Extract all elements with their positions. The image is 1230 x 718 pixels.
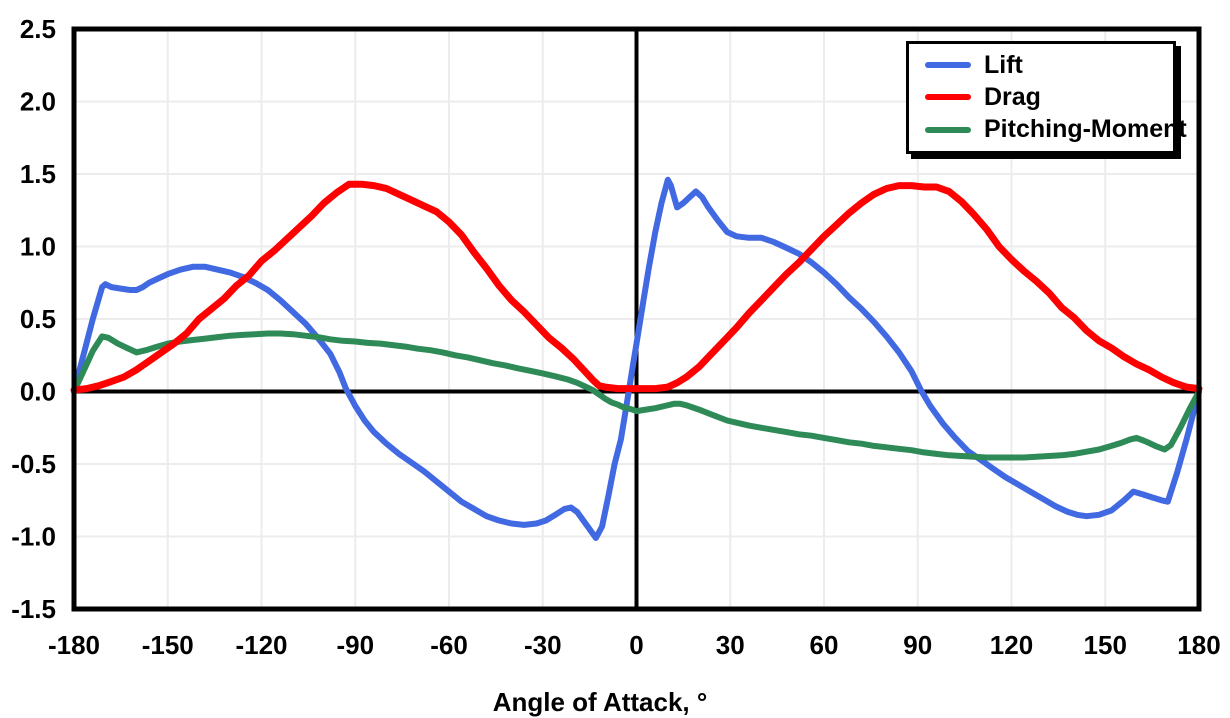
- y-tick-label: 0.0: [20, 377, 56, 407]
- y-tick-label: 2.5: [20, 14, 56, 44]
- x-tick-label: 0: [629, 630, 643, 660]
- y-tick-label: 1.0: [20, 232, 56, 262]
- legend: Lift Drag Pitching-Moment: [906, 41, 1187, 154]
- x-tick-label: -60: [430, 630, 468, 660]
- x-tick-label: -90: [336, 630, 374, 660]
- x-tick-label: 180: [1177, 630, 1220, 660]
- y-tick-label: -1.5: [11, 594, 56, 624]
- y-tick-label: -1.0: [11, 522, 56, 552]
- x-tick-label: 120: [990, 630, 1033, 660]
- x-tick-label: 90: [903, 630, 932, 660]
- y-tick-label: 0.5: [20, 304, 56, 334]
- series-line-lift: [71, 176, 1202, 541]
- legend-item-drag: Drag: [925, 81, 1173, 113]
- y-tick-label: -0.5: [11, 449, 56, 479]
- lift-line-swatch: [925, 62, 971, 69]
- x-tick-label: -30: [524, 630, 562, 660]
- legend-label-lift: Lift: [984, 50, 1023, 79]
- drag-line-swatch: [925, 94, 971, 101]
- x-tick-label: 150: [1084, 630, 1127, 660]
- y-tick-label: 1.5: [20, 159, 56, 189]
- legend-label-pitching-moment: Pitching-Moment: [984, 115, 1187, 144]
- legend-label-drag: Drag: [984, 82, 1041, 111]
- legend-item-lift: Lift: [925, 49, 1173, 81]
- x-tick-label: -150: [142, 630, 194, 660]
- y-tick-label: 2.0: [20, 87, 56, 117]
- pitching-moment-line-swatch: [925, 126, 971, 133]
- x-tick-label: -180: [48, 630, 100, 660]
- x-axis-title: Angle of Attack, °: [492, 687, 708, 717]
- legend-item-pitching-moment: Pitching-Moment: [925, 114, 1187, 146]
- x-tick-label: 60: [810, 630, 839, 660]
- plot-border: [71, 26, 1202, 612]
- x-tick-label: 30: [716, 630, 745, 660]
- x-tick-label: -120: [235, 630, 287, 660]
- series-line-pitching-moment: [71, 330, 1202, 461]
- series-line-drag: [70, 180, 1203, 394]
